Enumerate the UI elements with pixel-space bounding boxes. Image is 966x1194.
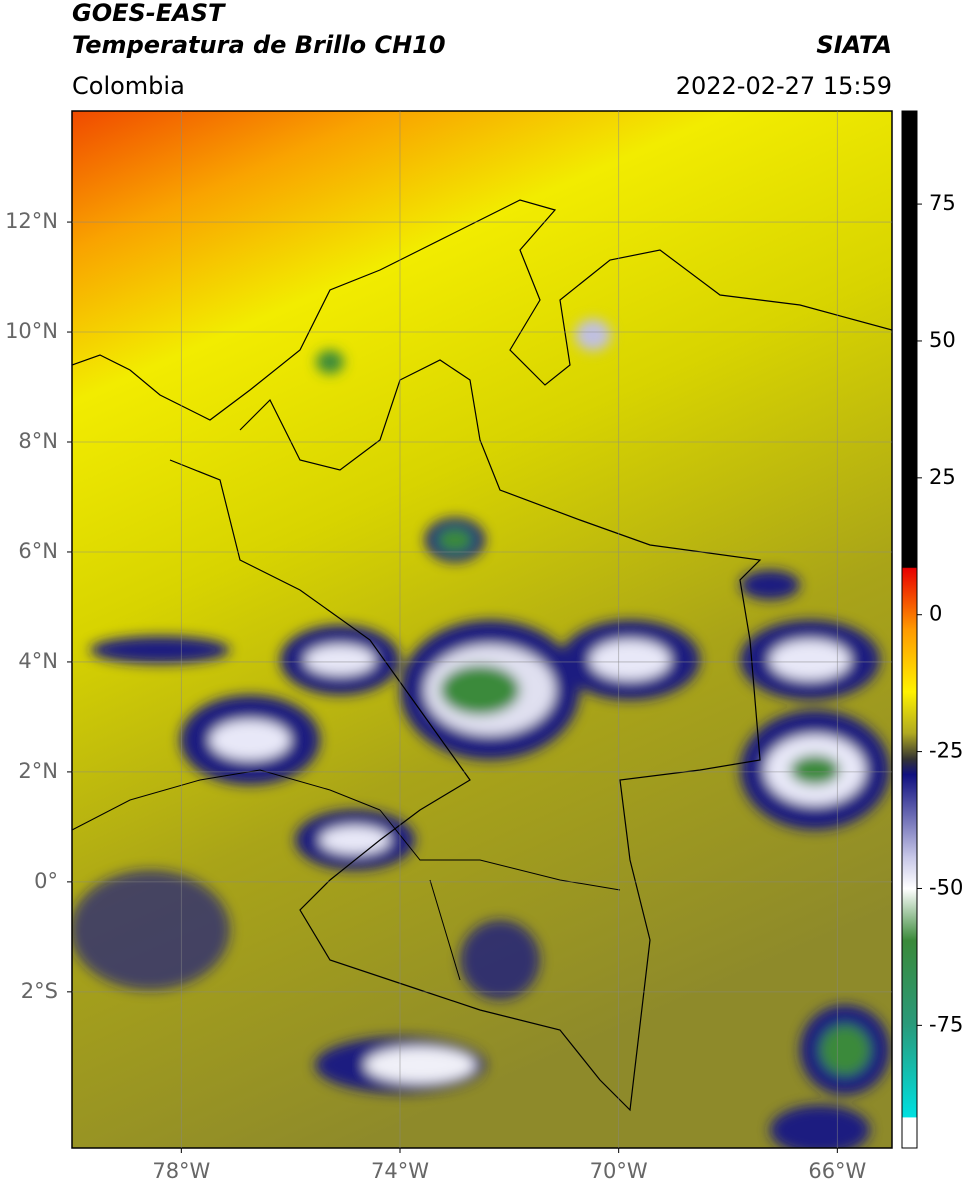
timestamp: 2022-02-27 15:59: [676, 72, 892, 100]
y-tick-label: 12°N: [5, 209, 58, 233]
subtitle: Temperatura de Brillo CH10: [72, 31, 446, 59]
x-tick-label: 70°W: [590, 1159, 648, 1183]
colorbar-tick-label: 50: [929, 328, 956, 352]
y-tick-label: 2°N: [18, 759, 58, 783]
colorbar-tick-label: -75: [929, 1012, 963, 1036]
y-tick-label: 2°S: [21, 979, 58, 1003]
y-tick-label: 10°N: [5, 319, 58, 343]
colorbar-tick-label: -50: [929, 875, 963, 899]
colorbar: [901, 110, 918, 1149]
map-frame: [71, 110, 893, 1149]
x-tick-label: 74°W: [371, 1159, 429, 1183]
y-tick-label: 4°N: [18, 649, 58, 673]
colorbar-tick-label: -25: [929, 739, 963, 763]
x-tick-label: 78°W: [152, 1159, 210, 1183]
colorbar-tick-label: 0: [929, 602, 942, 626]
colorbar-tick-label: 75: [929, 191, 956, 215]
title: GOES-EAST: [72, 0, 226, 27]
region: Colombia: [72, 72, 185, 100]
y-tick-label: 6°N: [18, 539, 58, 563]
source: SIATA: [816, 31, 892, 59]
map-image: [72, 111, 892, 1148]
y-tick-label: 0°: [34, 869, 58, 893]
x-tick-label: 66°W: [808, 1159, 866, 1183]
y-tick-label: 8°N: [18, 429, 58, 453]
colorbar-tick-label: 25: [929, 465, 956, 489]
